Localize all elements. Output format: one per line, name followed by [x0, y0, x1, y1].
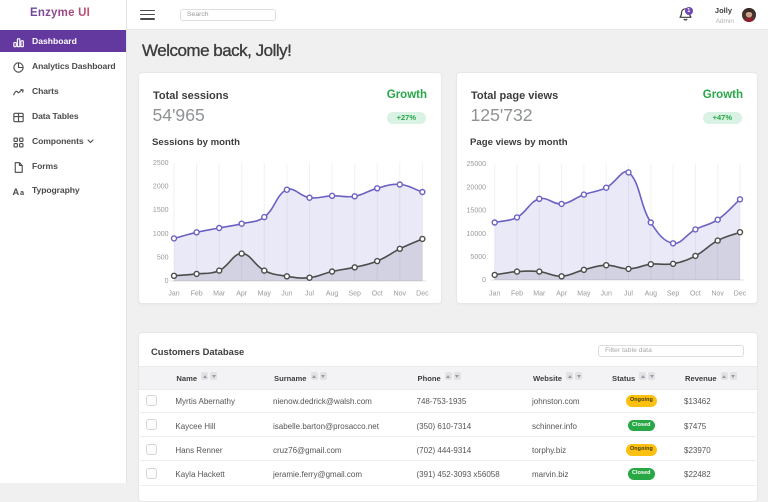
svg-text:2000: 2000 [153, 184, 169, 191]
svg-text:Mar: Mar [533, 291, 546, 298]
svg-text:Jan: Jan [168, 291, 179, 298]
svg-text:Aug: Aug [326, 291, 339, 298]
svg-text:1000: 1000 [153, 231, 169, 238]
svg-text:Jun: Jun [601, 291, 612, 298]
svg-text:Oct: Oct [372, 291, 383, 298]
svg-text:A: A [13, 188, 20, 198]
svg-text:10000: 10000 [467, 231, 487, 238]
svg-text:a: a [20, 189, 25, 198]
svg-text:20000: 20000 [467, 184, 487, 191]
svg-text:Dec: Dec [416, 291, 429, 298]
svg-text:25000: 25000 [467, 161, 487, 168]
svg-text:Feb: Feb [191, 291, 203, 298]
svg-text:Jun: Jun [281, 291, 292, 298]
svg-text:0: 0 [165, 278, 169, 285]
svg-text:May: May [258, 291, 272, 298]
svg-text:May: May [577, 291, 591, 298]
svg-text:Aug: Aug [645, 291, 658, 298]
svg-text:Jul: Jul [305, 291, 314, 298]
svg-text:Oct: Oct [690, 291, 701, 298]
svg-text:Apr: Apr [556, 291, 568, 298]
svg-text:1500: 1500 [153, 207, 169, 214]
svg-text:Jul: Jul [624, 291, 633, 298]
svg-text:500: 500 [157, 255, 169, 262]
svg-text:Sep: Sep [667, 291, 680, 298]
svg-text:Nov: Nov [394, 291, 407, 298]
svg-text:Sep: Sep [348, 291, 361, 298]
svg-text:Nov: Nov [711, 291, 724, 298]
svg-text:Apr: Apr [236, 291, 248, 298]
svg-text:15000: 15000 [467, 208, 487, 215]
svg-text:2500: 2500 [153, 160, 169, 167]
svg-text:Mar: Mar [213, 291, 226, 298]
svg-text:Feb: Feb [511, 291, 523, 298]
svg-text:5000: 5000 [470, 254, 486, 261]
svg-text:0: 0 [482, 277, 486, 284]
svg-text:Dec: Dec [734, 291, 747, 298]
svg-text:Jan: Jan [489, 291, 500, 298]
